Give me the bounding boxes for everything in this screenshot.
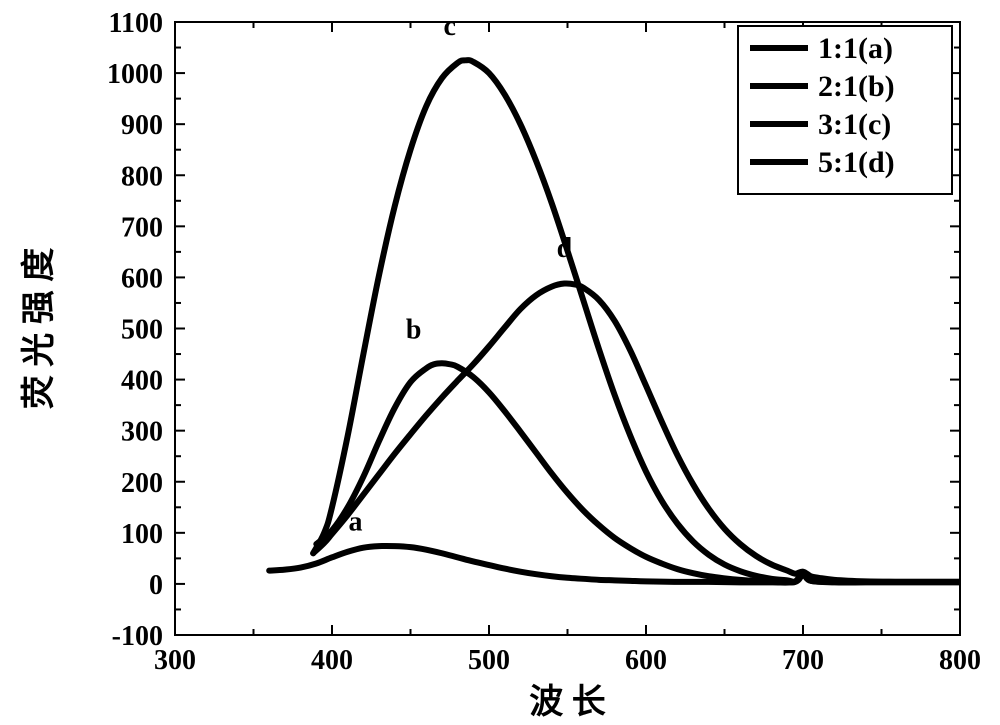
legend-swatch-b — [750, 83, 808, 89]
y-axis-title: 荧 光 强 度 — [20, 248, 58, 410]
y-tick-label: 200 — [121, 468, 163, 499]
x-tick-label: 500 — [468, 645, 510, 676]
y-tick-label: 300 — [121, 417, 163, 448]
y-tick-label: 900 — [121, 110, 163, 141]
y-tick-label: 400 — [121, 366, 163, 397]
series-annot-a: a — [349, 506, 363, 537]
y-tick-label: 500 — [121, 315, 163, 346]
y-tick-label: 600 — [121, 263, 163, 294]
fluorescence-spectrum-chart: 300400500600700800波 长-100010020030040050… — [0, 0, 1000, 725]
y-tick-label: -100 — [112, 621, 163, 652]
series-annot-d: d — [557, 233, 573, 264]
legend-label-d: 5:1(d) — [818, 146, 895, 179]
chart-svg: 300400500600700800波 长-100010020030040050… — [0, 0, 1000, 725]
x-axis-title: 波 长 — [529, 683, 606, 721]
x-tick-label: 400 — [311, 645, 353, 676]
y-tick-label: 100 — [121, 519, 163, 550]
x-tick-label: 800 — [939, 645, 981, 676]
legend-label-b: 2:1(b) — [818, 70, 895, 103]
x-tick-label: 700 — [782, 645, 824, 676]
series-annot-c: c — [444, 11, 456, 42]
legend-swatch-a — [750, 45, 808, 51]
legend-label-a: 1:1(a) — [818, 32, 893, 65]
series-annot-b: b — [406, 315, 422, 346]
x-tick-label: 600 — [625, 645, 667, 676]
legend-swatch-d — [750, 159, 808, 165]
legend-label-c: 3:1(c) — [818, 108, 891, 141]
y-tick-label: 1100 — [109, 8, 163, 39]
legend-swatch-c — [750, 121, 808, 127]
y-tick-label: 0 — [149, 570, 163, 601]
y-tick-label: 800 — [121, 161, 163, 192]
y-tick-label: 700 — [121, 212, 163, 243]
y-tick-label: 1000 — [107, 59, 163, 90]
